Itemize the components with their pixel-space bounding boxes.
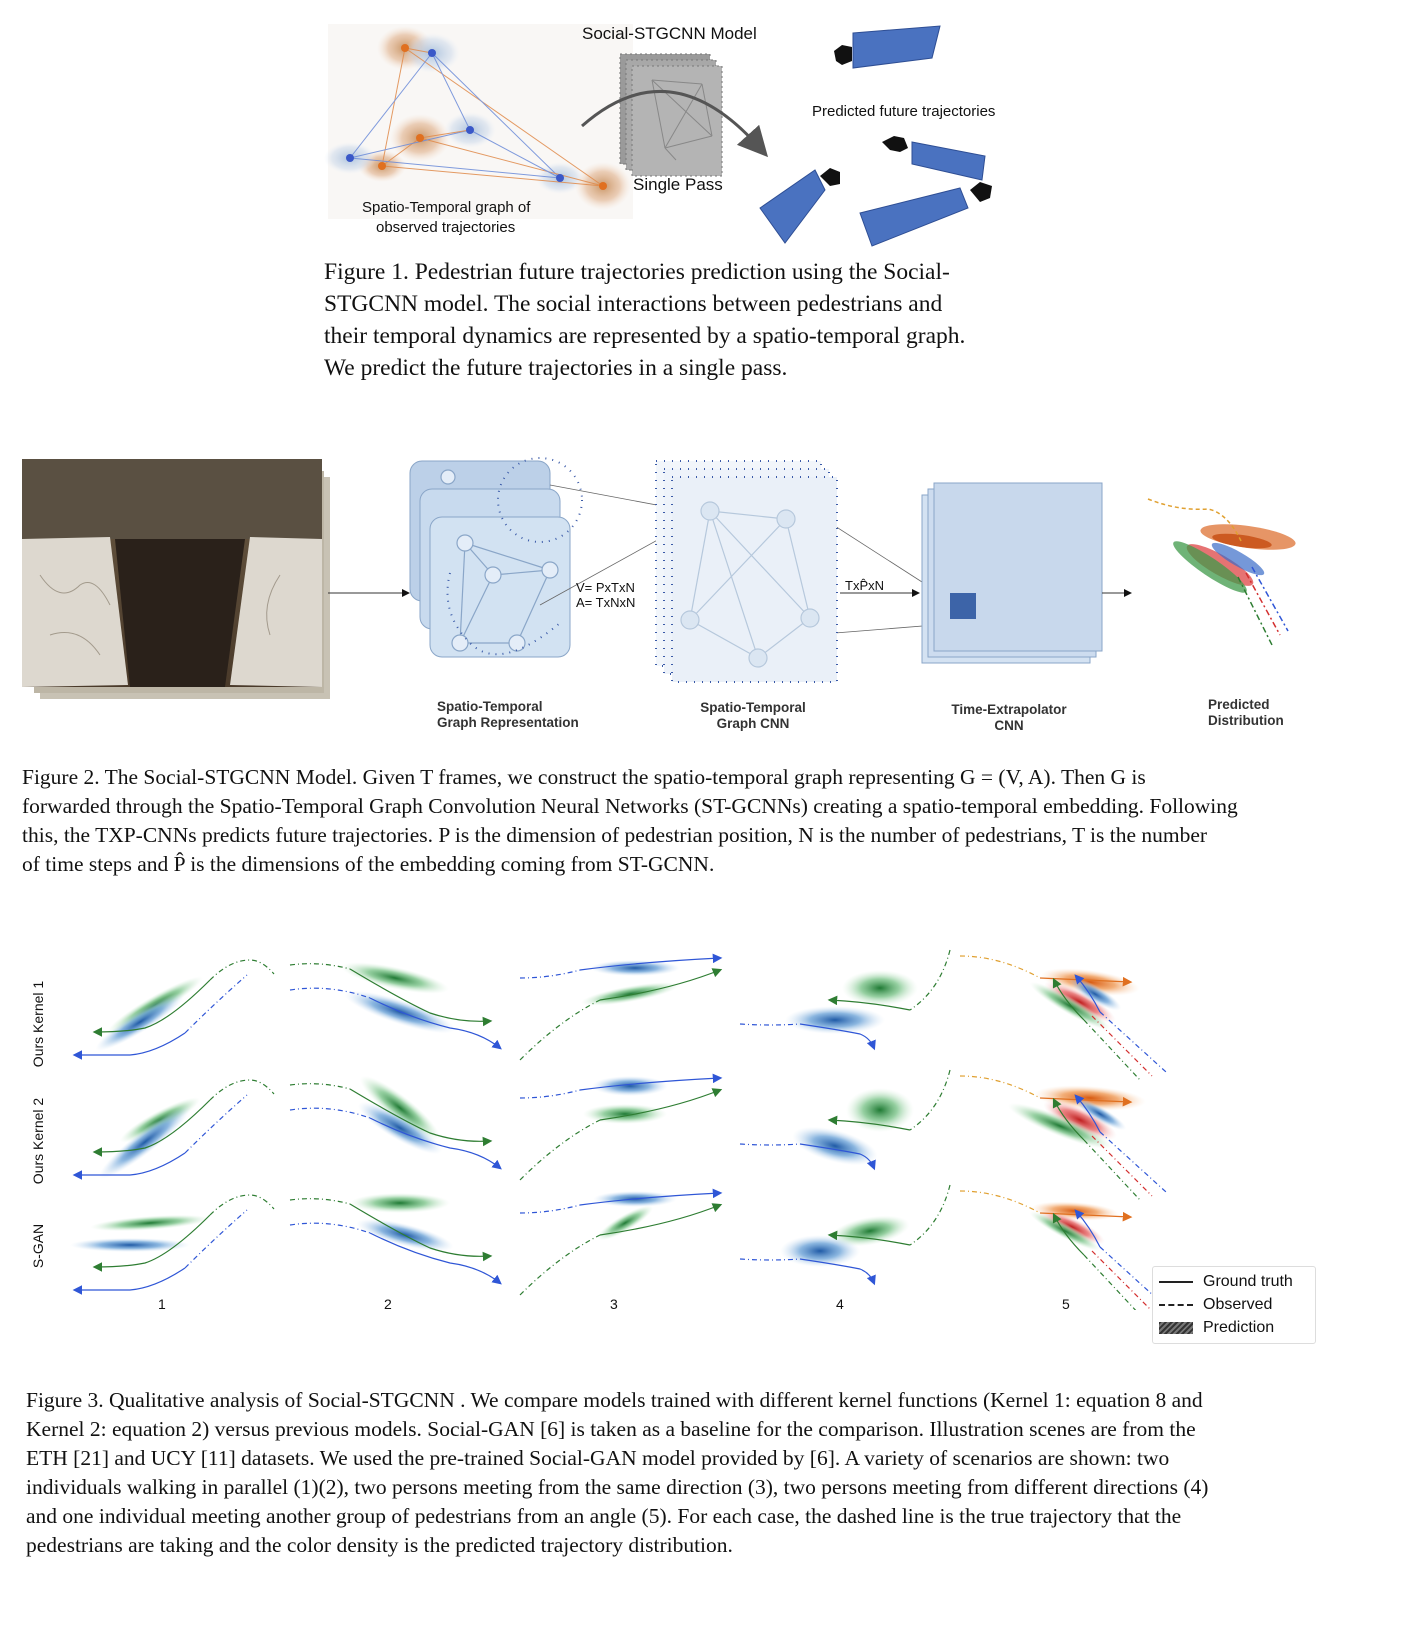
caption-line: ETH [21] and UCY [11] datasets. We used … [26, 1446, 1170, 1470]
stage2-label-line2: Graph CNN [716, 716, 790, 731]
stage3-label: Time-Extrapolator CNN [944, 702, 1074, 734]
caption-line: this, the TXP-CNNs predicts future traje… [22, 823, 1208, 847]
caption-line: forwarded through the Spatio-Temporal Gr… [22, 794, 1238, 818]
figure-2: V= PxTxN A= TxNxN TxP̂xN Spatio-Temporal… [0, 440, 1402, 890]
stage4-label-line1: Predicted [1208, 697, 1270, 712]
graph-label-line2: observed trajectories [376, 219, 516, 236]
row-kernel2 [75, 1068, 1166, 1200]
caption-line: and one individual meeting another group… [26, 1504, 1182, 1528]
row-label-sgan: S-GAN [30, 1223, 46, 1269]
stage4-label-line2: Distribution [1208, 713, 1284, 728]
figure-2-diagram [22, 457, 1296, 699]
graph-representation-cards [409, 457, 583, 658]
stage2-label: Spatio-Temporal Graph CNN [698, 700, 808, 732]
caption-line: Figure 2. The Social-STGCNN Model. Given… [22, 765, 1146, 789]
column-label-5: 5 [1062, 1296, 1070, 1312]
row-label-kernel2: Ours Kernel 2 [30, 1097, 46, 1185]
stage3-label-line1: Time-Extrapolator [951, 702, 1067, 717]
single-pass-label: Single Pass [633, 175, 723, 194]
predicted-label: Predicted future trajectories [812, 103, 996, 120]
model-label: Social-STGCNN Model [582, 24, 757, 43]
stage2-label-line1: Spatio-Temporal [700, 700, 806, 715]
stage1-label: Spatio-Temporal Graph Representation [437, 699, 579, 731]
legend-observed: Observed [1159, 1294, 1272, 1316]
caption-line: Figure 3. Qualitative analysis of Social… [26, 1388, 1203, 1412]
caption-line: individuals walking in parallel (1)(2), … [26, 1475, 1209, 1499]
caption-line: of time steps and P̂ is the dimensions o… [22, 852, 715, 876]
stage1-label-line1: Spatio-Temporal [437, 699, 543, 714]
column-label-1: 1 [158, 1296, 166, 1312]
graph-cnn-cards [655, 460, 838, 683]
stage4-label: Predicted Distribution [1208, 697, 1284, 729]
solid-line-icon [1159, 1281, 1193, 1283]
column-label-2: 2 [384, 1296, 392, 1312]
caption-line: Figure 1. Pedestrian future trajectories… [324, 259, 950, 285]
column-label-3: 3 [610, 1296, 618, 1312]
column-label-4: 4 [836, 1296, 844, 1312]
predicted-trajectory-icons [759, 25, 992, 247]
predicted-distribution-plot [1147, 498, 1296, 646]
legend: Ground truth Observed Prediction [1152, 1266, 1316, 1344]
figure-3-caption: Figure 3. Qualitative analysis of Social… [26, 1386, 1208, 1560]
time-extrapolator-cards [921, 482, 1103, 664]
caption-line: their temporal dynamics are represented … [324, 323, 966, 349]
graph-label-line1: Spatio-Temporal graph of [362, 199, 531, 216]
va-line1: V= PxTxN [576, 580, 635, 595]
row-sgan [70, 1185, 1166, 1310]
stage3-label-line2: CNN [994, 718, 1024, 733]
stage1-label-line2: Graph Representation [437, 715, 579, 730]
caption-line: STGCNN model. The social interactions be… [324, 291, 943, 317]
dashdot-line-icon [1159, 1304, 1193, 1306]
legend-prediction: Prediction [1159, 1317, 1274, 1339]
legend-ground-truth: Ground truth [1159, 1271, 1293, 1293]
va-line2: A= TxNxN [576, 595, 636, 610]
row-label-kernel1: Ours Kernel 1 [30, 980, 46, 1068]
figure-3: Ours Kernel 1 Ours Kernel 2 S-GAN [0, 930, 1402, 1634]
txpn-label: TxP̂xN [845, 578, 884, 593]
figure-1-caption: Figure 1. Pedestrian future trajectories… [324, 256, 965, 384]
figure-1: Social-STGCNN Model Predicted future tra… [0, 0, 1402, 400]
caption-line: Kernel 2: equation 2) versus previous mo… [26, 1417, 1196, 1441]
hatched-patch-icon [1159, 1322, 1193, 1334]
caption-line: pedestrians are taking and the color den… [26, 1533, 733, 1557]
figure-1-diagram [324, 24, 992, 247]
row-kernel1 [75, 950, 1166, 1080]
model-stack-icon [581, 53, 769, 177]
figure-2-caption: Figure 2. The Social-STGCNN Model. Given… [22, 763, 1238, 879]
figure-3-grid [70, 940, 1200, 1310]
caption-line: We predict the future trajectories in a … [324, 355, 788, 381]
input-video-frames [22, 459, 330, 699]
